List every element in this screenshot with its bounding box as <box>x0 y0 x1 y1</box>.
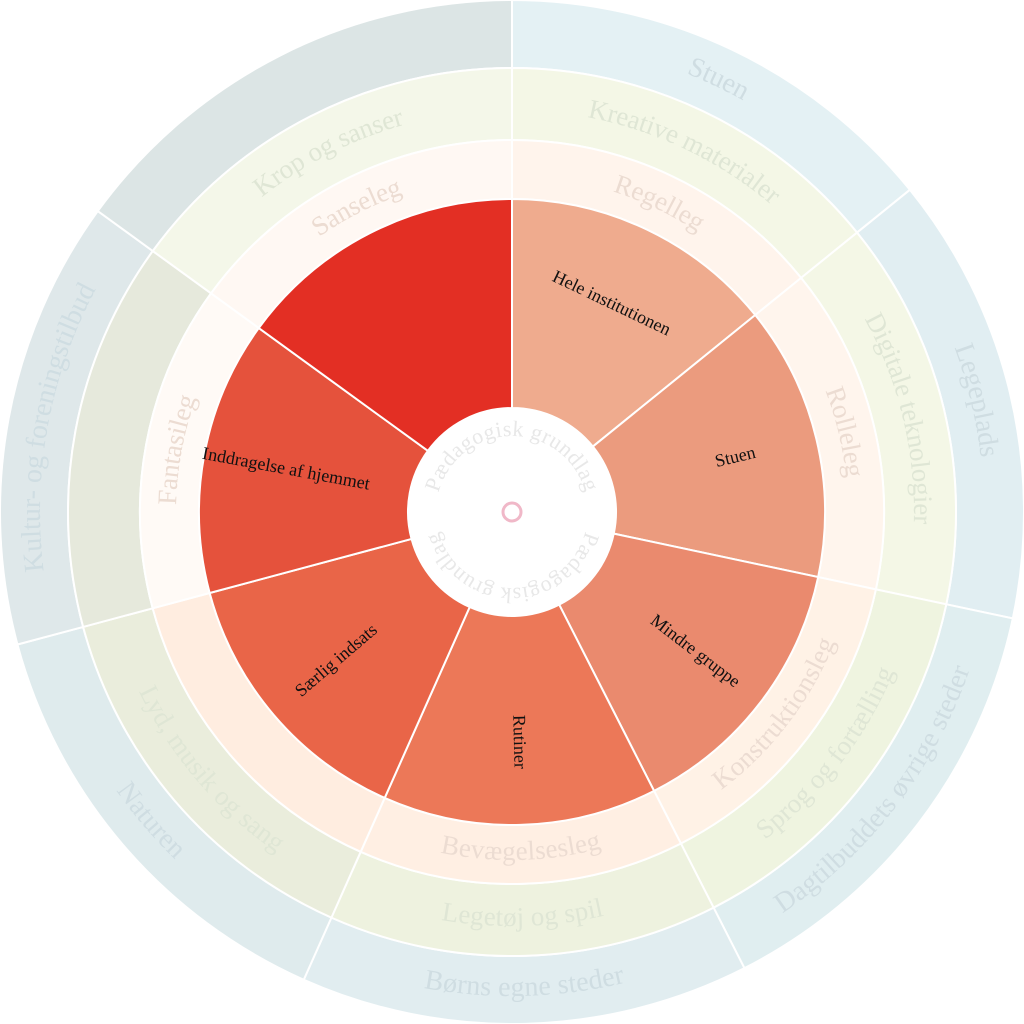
center-marker-icon <box>501 501 523 523</box>
center-hub[interactable]: Pædagogisk grundlag Pædagogisk grundlag <box>408 408 616 616</box>
center-circle[interactable] <box>408 408 616 616</box>
inner-ring-segment-3[interactable] <box>383 603 656 826</box>
inner-label-3: Rutiner <box>509 715 530 770</box>
inner-ring-segment-4[interactable] <box>208 537 472 800</box>
